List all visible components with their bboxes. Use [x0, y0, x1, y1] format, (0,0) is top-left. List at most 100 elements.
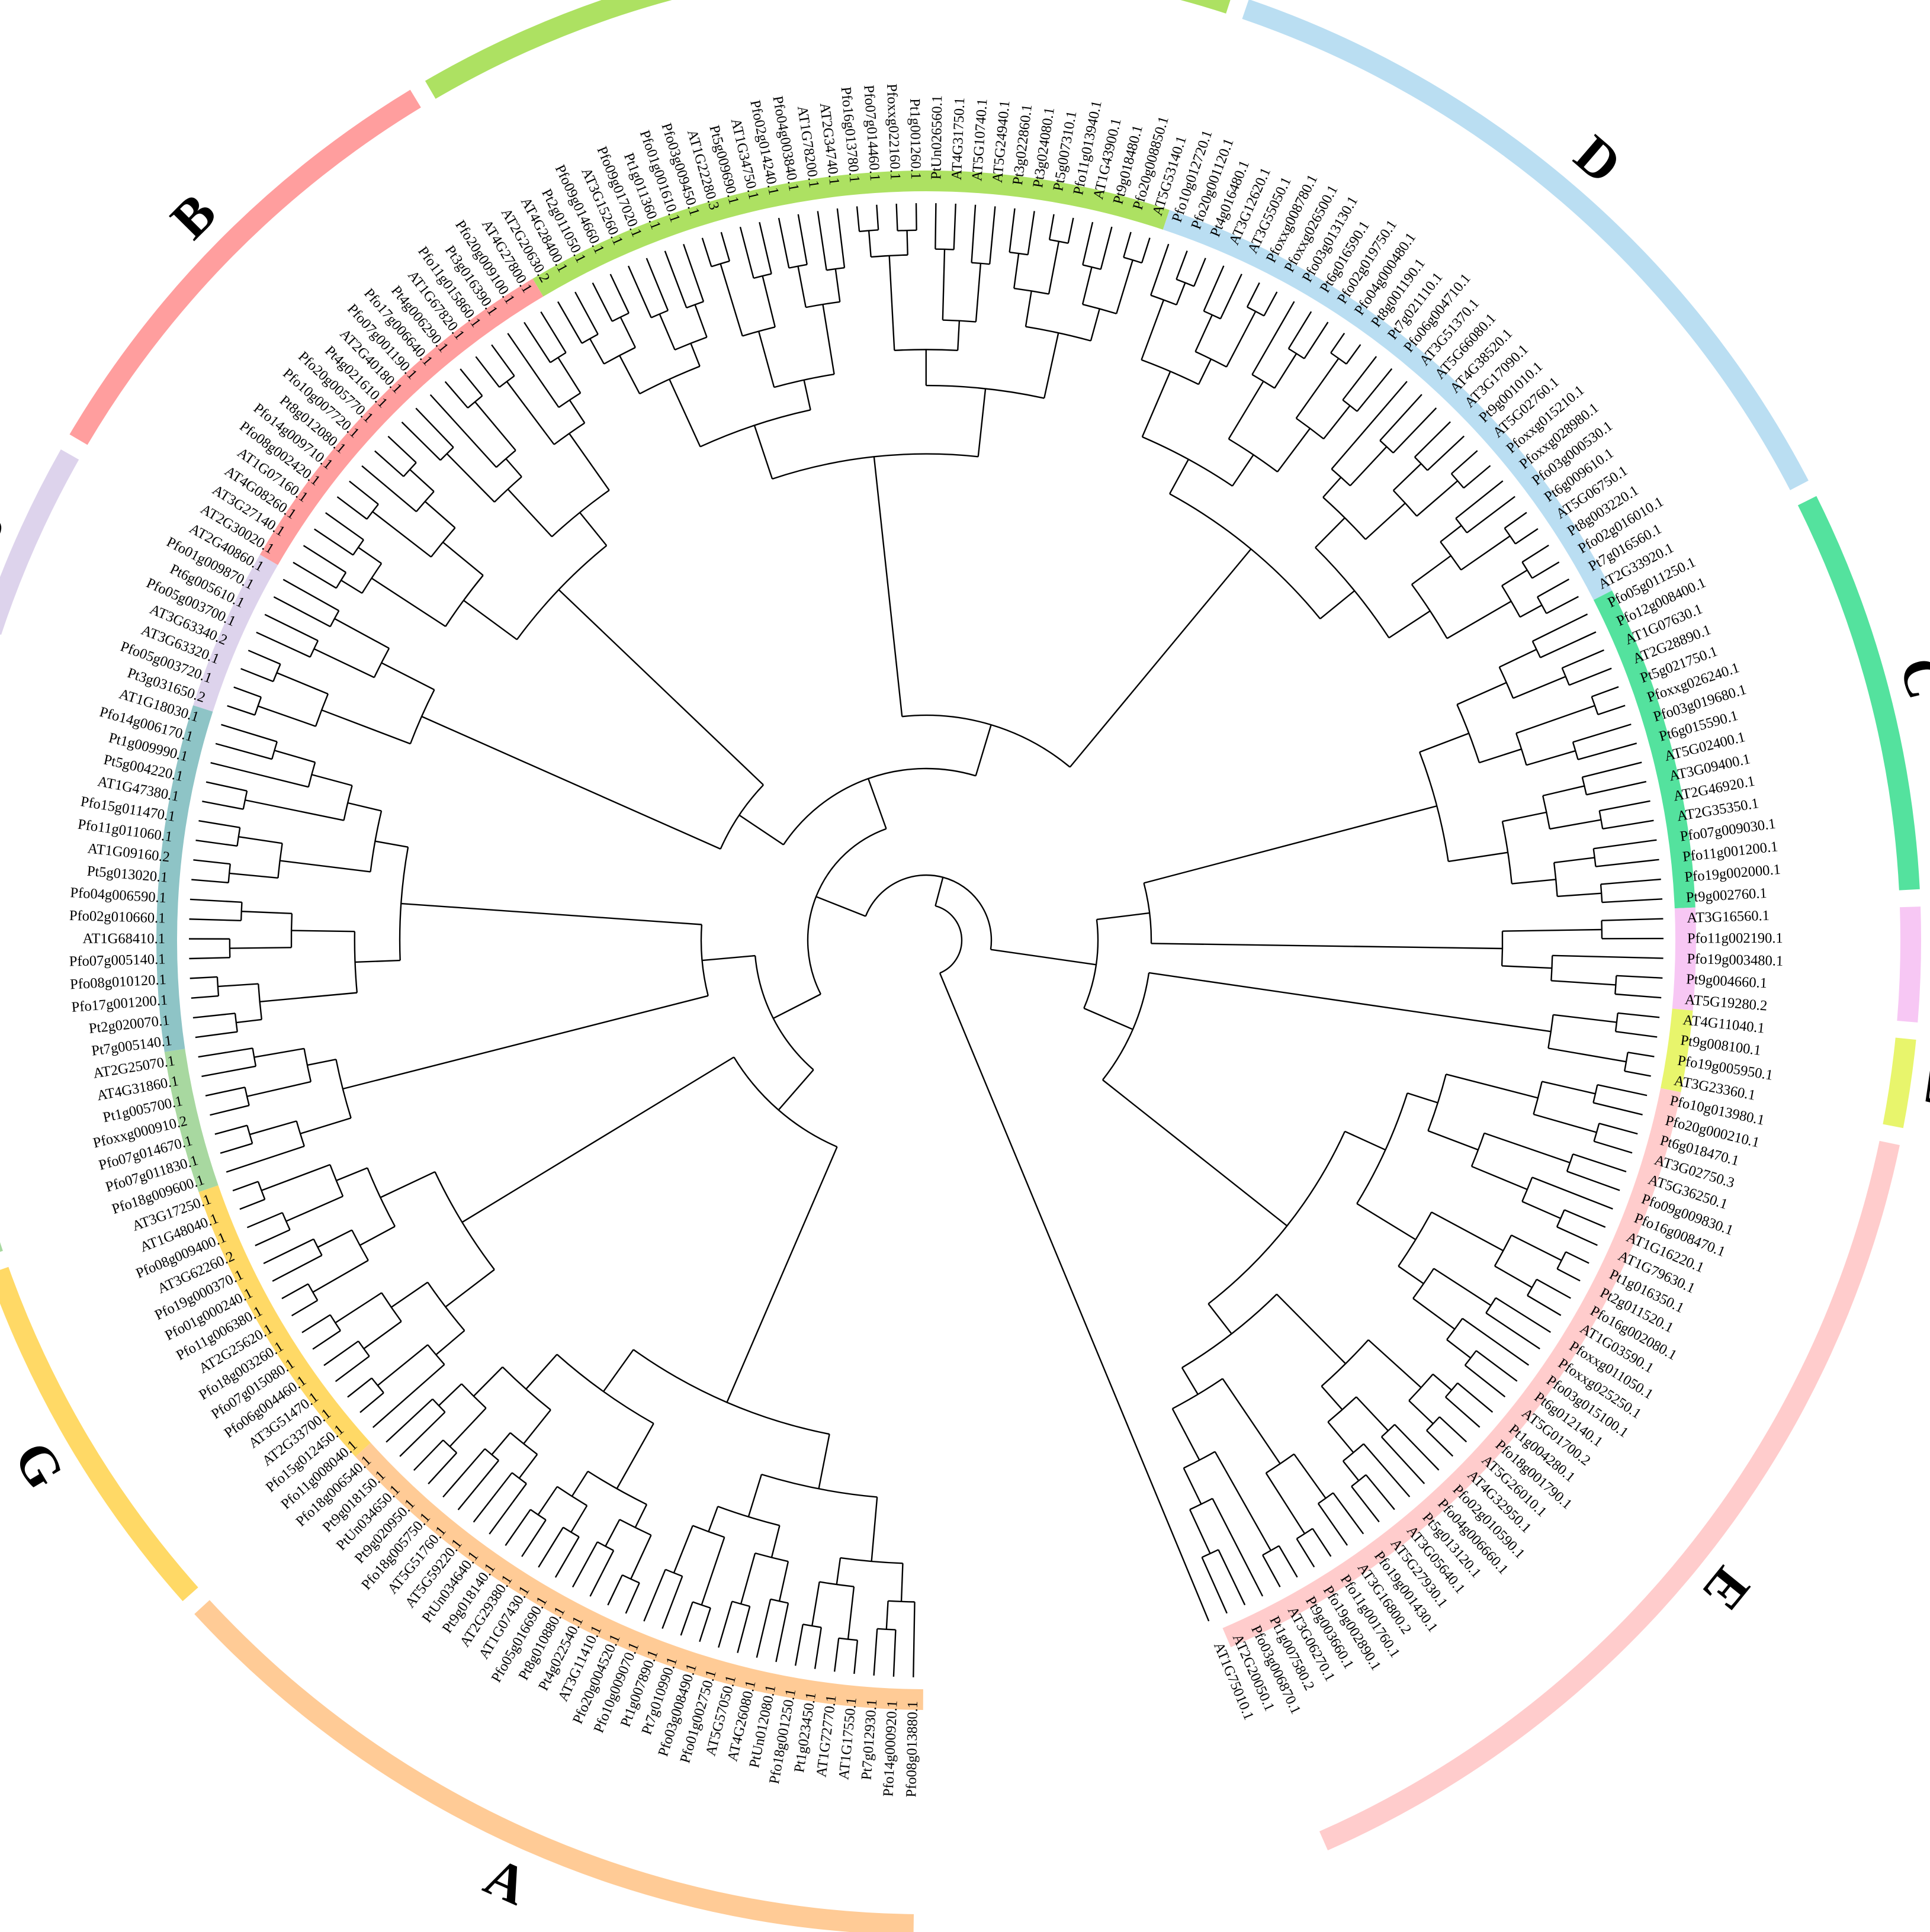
branch-line [1067, 217, 1074, 244]
branch-arc [296, 1121, 305, 1147]
branch-line [1465, 1364, 1506, 1398]
branch-line [191, 995, 219, 999]
branch-arc [612, 312, 630, 322]
branch-arc [1296, 1528, 1314, 1539]
branch-line [762, 275, 776, 327]
branch-line [1546, 596, 1579, 615]
branch-arc [431, 527, 456, 558]
branch-arc [399, 847, 409, 961]
branch-line [1315, 517, 1345, 548]
branch-line [1556, 1268, 1581, 1282]
branch-arc [1470, 1133, 1485, 1167]
branch-line [1262, 1554, 1281, 1587]
branch-line [630, 1535, 652, 1580]
branch-line [680, 1602, 693, 1636]
branch-arc [1262, 1545, 1280, 1556]
branch-line [380, 1171, 436, 1198]
branch-line [1344, 1130, 1386, 1151]
branch-line [307, 1059, 336, 1066]
branch-arc [935, 905, 963, 974]
branch-arc [432, 1399, 446, 1413]
branch-arc [329, 1314, 341, 1332]
branch-arc [935, 248, 954, 250]
branch-line [312, 1259, 369, 1293]
branch-line [942, 249, 946, 320]
branch-line [1600, 878, 1661, 885]
branch-line [518, 1454, 538, 1479]
branch-line [1148, 972, 1552, 1033]
branch-line [198, 1047, 253, 1058]
branch-line [558, 589, 764, 786]
branch-arc [1418, 751, 1449, 862]
group-bands [156, 170, 1696, 1710]
branch-arc [1445, 1383, 1459, 1398]
branch-arc [782, 767, 977, 846]
branch-arc [502, 1366, 551, 1411]
branch-line [797, 266, 807, 308]
branch-line [1411, 555, 1451, 586]
branch-line [868, 230, 872, 258]
branch-arc [352, 539, 364, 556]
branch-line [285, 1195, 343, 1222]
branch-arc [367, 1168, 396, 1227]
branch-arc [240, 902, 243, 921]
branch-arc [897, 229, 917, 232]
branch-line [335, 1355, 370, 1383]
branch-line [1330, 332, 1345, 353]
leaf-label: Pfo08g013880.1 [903, 1701, 921, 1798]
branch-line [1504, 512, 1527, 529]
branch-line [507, 488, 553, 538]
branch-line [702, 954, 756, 962]
branch-line [1564, 1209, 1606, 1228]
branch-arc [1342, 399, 1358, 412]
branch-arc [361, 562, 383, 594]
branch-line [449, 1407, 487, 1447]
branch-line [415, 407, 454, 448]
leaf-label: Pfo16g013780.1 [838, 86, 863, 183]
branch-line [605, 1519, 621, 1547]
branch-line [233, 686, 262, 698]
branch-arc [1189, 1497, 1213, 1510]
branch-line [256, 631, 311, 658]
branch-line [1601, 918, 1664, 921]
branch-line [871, 1497, 878, 1562]
branch-line [720, 232, 731, 262]
branch-line [1194, 314, 1213, 352]
band-i [164, 1049, 219, 1192]
branch-arc [686, 301, 704, 308]
branch-line [1189, 1509, 1211, 1554]
branch-line [195, 840, 237, 847]
branch-line [361, 465, 417, 513]
branch-line [1440, 525, 1462, 542]
branch-arc [271, 741, 278, 760]
branch-line [1312, 1528, 1332, 1557]
branch-arc [1553, 862, 1558, 896]
branch-line [1616, 975, 1663, 979]
branch-line [303, 545, 346, 573]
branch-arc [754, 955, 814, 1071]
branch-line [1512, 676, 1566, 699]
branch-arc [1331, 468, 1351, 487]
group-letter-l: L [1913, 1067, 1930, 1111]
branch-line [473, 1366, 503, 1397]
branch-arc [859, 229, 879, 233]
branch-line [673, 1525, 693, 1573]
branch-line [475, 356, 500, 388]
branch-line [1082, 221, 1094, 265]
branch-line [957, 320, 961, 351]
branch-line [1446, 1339, 1472, 1359]
branch-line [1431, 1211, 1504, 1252]
branch-line [1116, 259, 1133, 314]
branch-line [778, 217, 790, 268]
branch-arc [557, 1486, 587, 1506]
branch-line [627, 265, 652, 318]
branch-line [524, 322, 551, 363]
branch-arc [281, 1212, 291, 1230]
branch-line [759, 221, 772, 274]
branch-line [1392, 407, 1437, 454]
leaf-label: PtUn026560.1 [928, 95, 945, 180]
branch-arc [1202, 1549, 1219, 1558]
branch-arc [550, 352, 567, 364]
leaf-label: Pt7g012930.1 [859, 1699, 881, 1780]
branch-arc [366, 503, 379, 520]
